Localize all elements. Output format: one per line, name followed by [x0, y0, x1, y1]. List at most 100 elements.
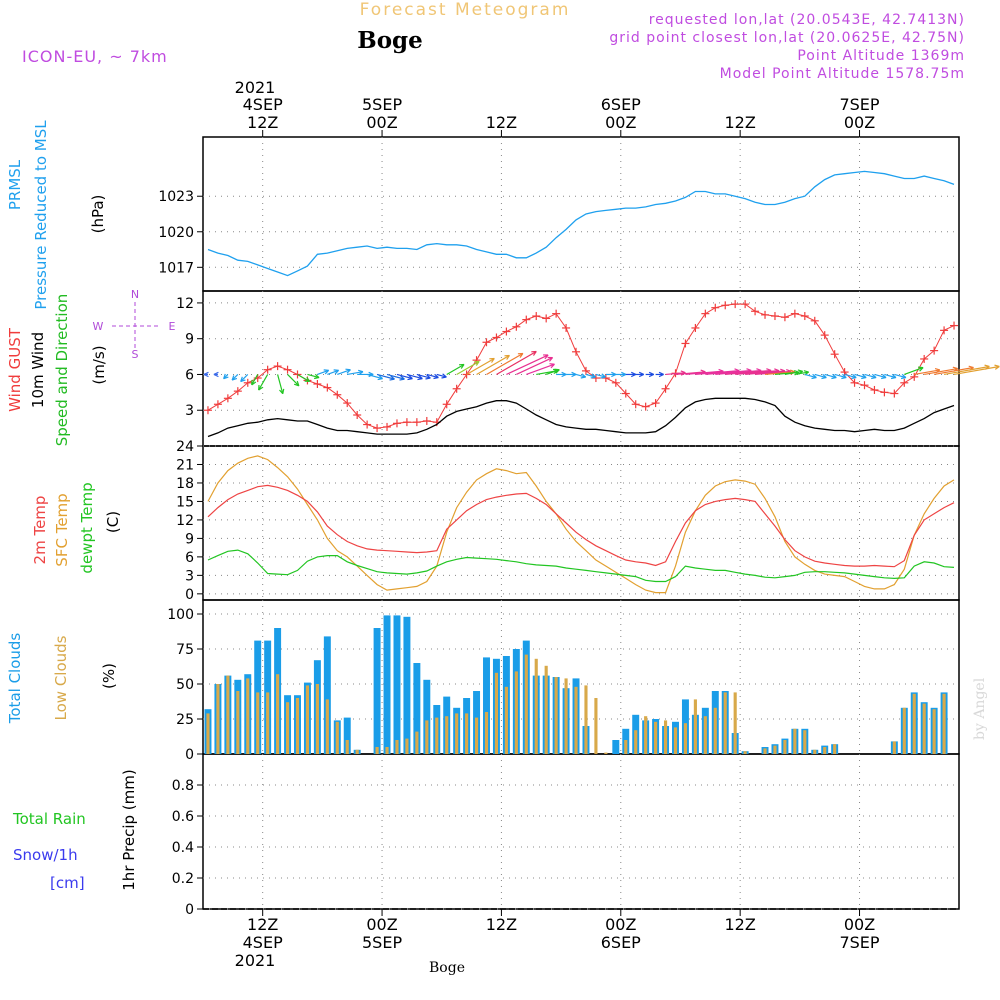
wind-arrow-shaft	[595, 373, 606, 378]
wind-arrow-head	[934, 368, 941, 371]
wind-arrow	[545, 368, 560, 376]
ytick-label: 1020	[158, 225, 194, 241]
gust-marker	[402, 418, 411, 427]
wind-arrow-head	[279, 389, 284, 395]
wind-arrow	[223, 373, 229, 380]
wind-arrow	[953, 364, 1000, 376]
temp-ylabel-2m: 2m Temp	[31, 496, 49, 565]
wind-arrow-head	[296, 380, 300, 386]
wind-arrow-head	[240, 376, 243, 382]
precip-label-cm: [cm]	[50, 874, 85, 892]
low-cloud-bar	[504, 686, 508, 754]
gust-marker	[572, 347, 581, 356]
panel-frame-pressure	[202, 136, 960, 292]
low-cloud-bar	[783, 740, 787, 754]
wind-arrow	[277, 374, 285, 395]
wind-arrow-head	[790, 369, 796, 373]
ytick-label: 0.8	[172, 778, 194, 794]
low-cloud-bar	[484, 712, 489, 754]
low-cloud-bar	[276, 674, 280, 754]
low-cloud-bar	[693, 699, 697, 754]
top-date-label: 5SEP	[362, 95, 402, 114]
wind-arrow-head	[571, 371, 577, 376]
gust-marker	[522, 315, 531, 324]
wind-arrow-head	[417, 378, 423, 381]
wind-arrow-head	[658, 373, 664, 378]
meteogram-title: Forecast Meteogram	[360, 0, 571, 20]
wind-arrow	[834, 373, 847, 380]
wind-arrow	[446, 363, 465, 375]
wind-arrow	[566, 371, 577, 378]
gust-marker	[800, 312, 809, 321]
ytick-label: 0	[185, 902, 194, 918]
compass-rose: N W E S	[93, 288, 176, 361]
wind-arrow-head	[561, 373, 567, 378]
wind-arrow-head	[994, 365, 1000, 370]
wind-arrow-shaft	[476, 354, 510, 375]
low-cloud-bar	[813, 749, 817, 754]
wind-arrow-head	[549, 363, 555, 365]
wind-arrow-head	[746, 368, 752, 372]
wind-arrow-head	[890, 376, 897, 380]
wind-arrow-head	[561, 371, 567, 376]
low-cloud-bar	[644, 716, 648, 754]
ytick-label: 12	[176, 296, 194, 312]
wind-arrow	[585, 373, 597, 379]
wind-arrow-head	[442, 373, 447, 378]
wind-arrow	[655, 371, 664, 378]
wind-arrow-shaft	[545, 369, 560, 376]
gust-marker	[343, 399, 352, 408]
wind-arrow	[884, 373, 897, 380]
gust-marker	[203, 406, 212, 415]
low-cloud-bar	[773, 745, 777, 754]
low-cloud-bar	[624, 740, 628, 754]
ytick-label: 0	[185, 747, 194, 763]
wind-arrow-head	[389, 378, 395, 381]
sfc-temp-line	[207, 455, 955, 594]
gust-marker	[273, 362, 282, 371]
wind-arrow	[496, 350, 537, 375]
wind-arrow-head	[841, 376, 847, 380]
wind-arrow	[864, 373, 877, 380]
wind-arrow-head	[600, 376, 606, 379]
ytick-label: 0.6	[172, 809, 194, 825]
gust-marker	[751, 307, 760, 316]
gust-marker	[880, 388, 889, 397]
wind-arrow-head	[390, 375, 395, 380]
wind-ylabel-gust: Wind GUST	[6, 327, 24, 412]
wind-arrow	[814, 373, 827, 380]
low-cloud-bar	[325, 699, 329, 754]
gust-marker	[442, 400, 451, 409]
wind-arrow	[416, 373, 431, 380]
precip-label-rain: Total Rain	[12, 810, 86, 828]
2m-temp-line	[207, 484, 955, 568]
gust-marker	[532, 312, 541, 321]
ytick-label: 12	[176, 513, 194, 529]
wind-arrow-shaft	[456, 360, 480, 375]
wind-arrow-shaft	[366, 373, 383, 380]
wind-arrow-head	[358, 369, 364, 373]
pressure-ylabel-2: Pressure Reduced to MSL	[32, 120, 50, 310]
watermark: by Angel	[972, 677, 988, 740]
ytick-label: 9	[185, 531, 194, 547]
wind-arrow-shaft	[824, 373, 837, 379]
wind-arrow-shaft	[675, 371, 706, 376]
low-cloud-bar	[594, 698, 598, 754]
wind-arrow-head	[555, 369, 560, 374]
ytick-label: 6	[185, 367, 194, 383]
wind-arrow	[516, 356, 554, 376]
low-cloud-bar	[256, 692, 260, 754]
top-hour-label: 12Z	[724, 113, 755, 132]
gust-marker	[661, 384, 670, 393]
wind-arrow	[526, 363, 555, 376]
wind-arrow-shaft	[864, 373, 877, 379]
ytick-label: 6	[185, 550, 194, 566]
gust-marker	[333, 390, 342, 399]
bottom-hour-label: 12Z	[247, 915, 278, 934]
wind-arrow-shaft	[297, 373, 310, 382]
ytick-label: 0.4	[172, 840, 194, 856]
wind-arrow-shaft	[317, 369, 329, 376]
low-cloud-bar	[425, 720, 429, 754]
ytick-label: 21	[176, 457, 194, 473]
top-hour-label: 12Z	[486, 113, 517, 132]
